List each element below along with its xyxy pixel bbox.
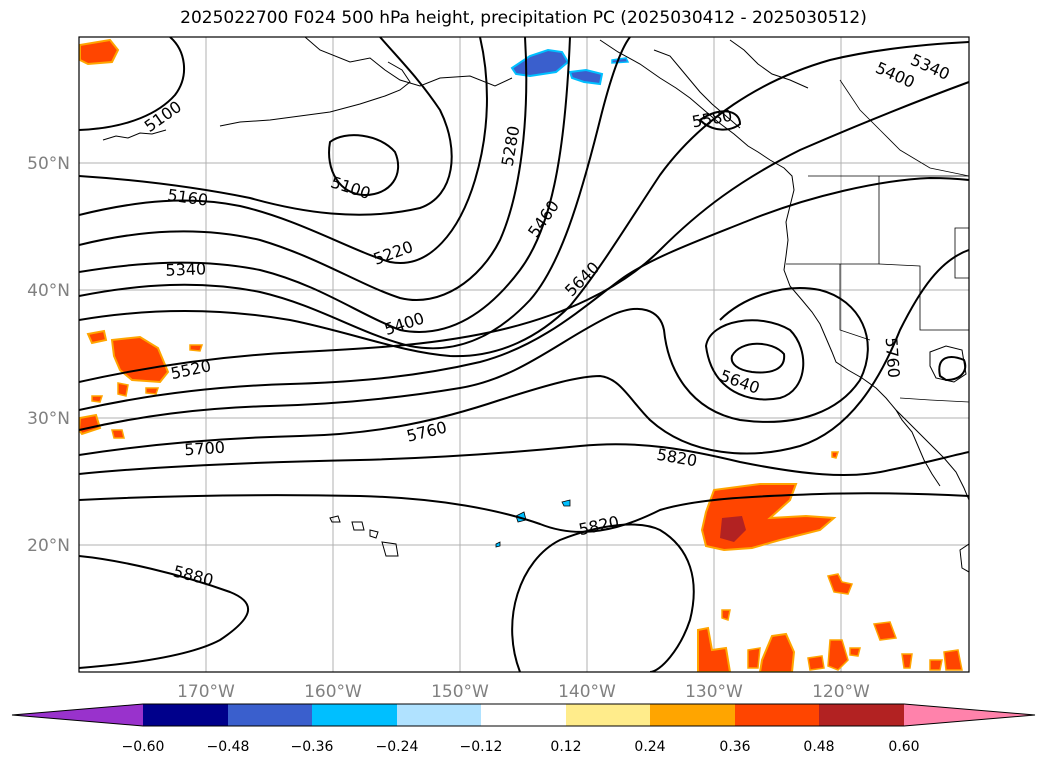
colorbar-segment bbox=[566, 704, 650, 726]
colorbar-segment bbox=[143, 704, 228, 726]
lon-label: 150°W bbox=[431, 682, 489, 702]
colorbar-tick-label: −0.60 bbox=[122, 739, 165, 755]
colorbar-segment bbox=[650, 704, 735, 726]
colorbar-segment bbox=[481, 704, 566, 726]
colorbar-tick-label: 0.60 bbox=[888, 739, 919, 755]
contour-label: 5700 bbox=[184, 438, 226, 460]
colorbar-segment bbox=[312, 704, 397, 726]
lat-label: 30°N bbox=[27, 409, 70, 429]
lat-labels: 50°N 40°N 30°N 20°N bbox=[27, 154, 70, 556]
lat-label: 40°N bbox=[27, 281, 70, 301]
colorbar-segment bbox=[397, 704, 481, 726]
colorbar-tick-label: 0.12 bbox=[550, 739, 581, 755]
colorbar-tick-label: −0.36 bbox=[291, 739, 334, 755]
colorbar-extend-min bbox=[12, 704, 143, 726]
map-frame bbox=[78, 36, 970, 673]
lon-labels: 170°W 160°W 150°W 140°W 130°W 120°W bbox=[177, 682, 870, 702]
lon-label: 120°W bbox=[812, 682, 870, 702]
colorbar-tick-label: −0.48 bbox=[207, 739, 250, 755]
lon-label: 170°W bbox=[177, 682, 235, 702]
colorbar bbox=[11, 703, 1036, 727]
colorbar-segment bbox=[228, 704, 312, 726]
colorbar-tick-label: −0.12 bbox=[460, 739, 503, 755]
height-contours bbox=[79, 37, 969, 672]
contour-label: 5340 bbox=[165, 259, 206, 279]
colorbar-tick-label: −0.24 bbox=[376, 739, 419, 755]
lat-label: 50°N bbox=[27, 154, 70, 174]
lon-label: 160°W bbox=[304, 682, 362, 702]
lon-label: 130°W bbox=[685, 682, 743, 702]
colorbar-extend-max bbox=[904, 704, 1035, 726]
contour-label: 5760 bbox=[882, 337, 904, 379]
colorbar-tick-label: 0.36 bbox=[719, 739, 750, 755]
precip-positive-areas bbox=[79, 38, 963, 672]
colorbar-segment bbox=[735, 704, 819, 726]
lon-label: 140°W bbox=[558, 682, 616, 702]
colorbar-tick-label: 0.48 bbox=[803, 739, 834, 755]
lat-label: 20°N bbox=[27, 536, 70, 556]
colorbar-tick-label: 0.24 bbox=[634, 739, 665, 755]
colorbar-ticks: −0.60 −0.48 −0.36 −0.24 −0.12 0.12 0.24 … bbox=[122, 739, 920, 755]
map-title: 2025022700 F024 500 hPa height, precipit… bbox=[180, 8, 867, 28]
political-borders bbox=[786, 79, 969, 403]
colorbar-segment bbox=[819, 704, 904, 726]
